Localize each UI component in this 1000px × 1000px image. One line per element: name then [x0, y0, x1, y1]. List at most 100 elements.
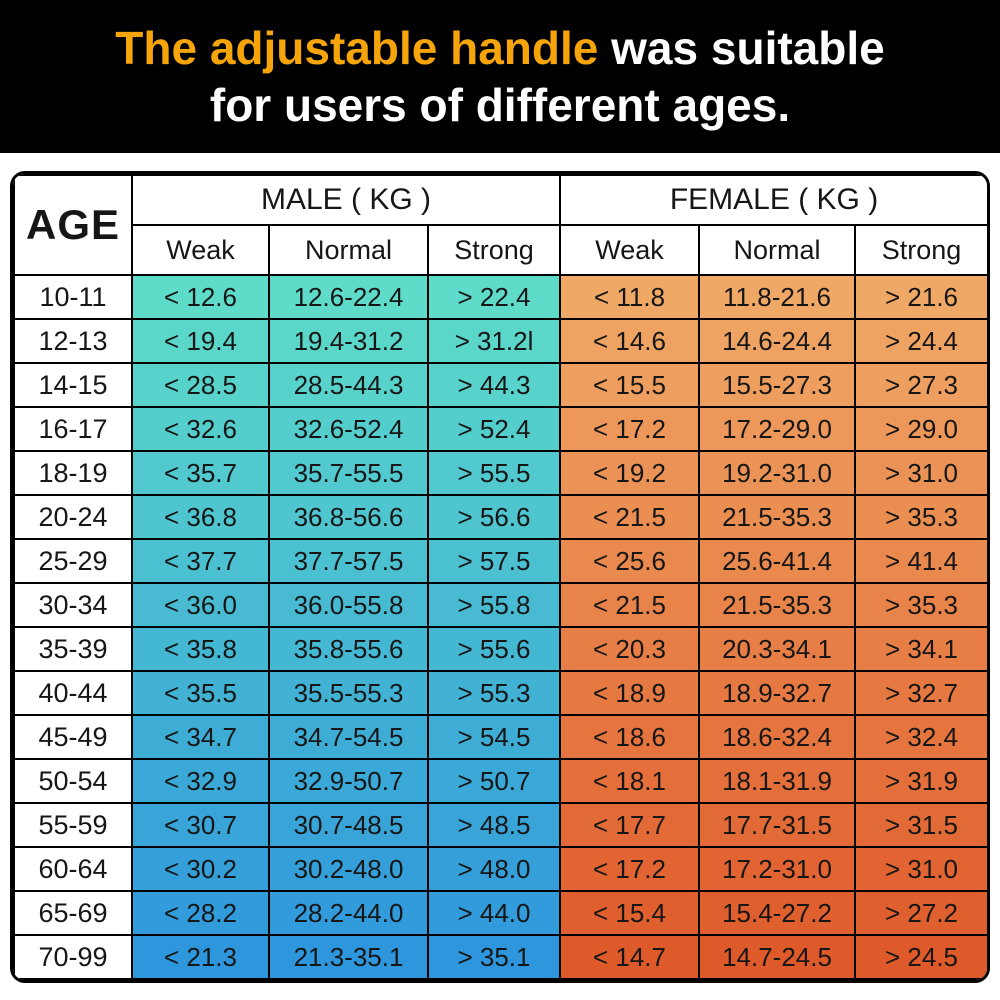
female-strong-cell: > 32.4 [853, 714, 987, 760]
male-normal-cell: 36.8-56.6 [268, 494, 429, 540]
age-cell: 65-69 [13, 890, 133, 936]
female-normal-cell: 15.5-27.3 [698, 362, 856, 408]
female-group-header: FEMALE ( KG ) [558, 174, 987, 226]
table-row: 30-34 < 36.0 36.0-55.8 > 55.8 < 21.5 21.5-35.… [13, 582, 987, 628]
male-strong-cell: > 48.0 [427, 846, 561, 892]
female-strong-cell: > 31.9 [853, 758, 987, 804]
female-weak-cell: < 17.2 [559, 846, 700, 892]
table-row: 12-13 < 19.4 19.4-31.2 > 31.2l < 14.6 14.6-24… [13, 318, 987, 364]
male-normal-cell: 12.6-22.4 [268, 274, 429, 320]
female-weak-cell: < 19.2 [559, 450, 700, 496]
male-strong-cell: > 44.3 [427, 362, 561, 408]
male-normal-cell: 35.5-55.3 [268, 670, 429, 716]
female-weak-cell: < 18.6 [559, 714, 700, 760]
age-cell: 60-64 [13, 846, 133, 892]
table-row: 10-11 < 12.6 12.6-22.4 > 22.4 < 11.8 11.8-21.… [13, 274, 987, 320]
male-normal-cell: 32.9-50.7 [268, 758, 429, 804]
female-strong-cell: > 32.7 [853, 670, 987, 716]
female-strong-cell: > 24.5 [853, 934, 987, 980]
age-cell: 10-11 [13, 274, 133, 320]
male-weak-cell: < 21.3 [131, 934, 270, 980]
female-weak-cell: < 21.5 [559, 494, 700, 540]
age-cell: 50-54 [13, 758, 133, 804]
male-normal-cell: 35.7-55.5 [268, 450, 429, 496]
female-strong-cell: > 31.0 [853, 846, 987, 892]
female-normal-header: Normal [698, 224, 856, 276]
female-weak-cell: < 17.7 [559, 802, 700, 848]
title-rest: was suitable [598, 22, 885, 75]
female-strong-cell: > 35.3 [853, 582, 987, 628]
title-line-1: The adjustable handle was suitable [115, 21, 884, 75]
table-row: 14-15 < 28.5 28.5-44.3 > 44.3 < 15.5 15.5-27.… [13, 362, 987, 408]
male-normal-cell: 28.2-44.0 [268, 890, 429, 936]
age-cell: 18-19 [13, 450, 133, 496]
age-cell: 40-44 [13, 670, 133, 716]
male-weak-cell: < 35.8 [131, 626, 270, 672]
male-strong-cell: > 31.2l [427, 318, 561, 364]
female-strong-cell: > 31.0 [853, 450, 987, 496]
male-weak-cell: < 32.9 [131, 758, 270, 804]
female-weak-cell: < 15.5 [559, 362, 700, 408]
header-row-subcolumns: Weak Normal Strong Weak Normal Strong [14, 224, 987, 276]
female-strong-header: Strong [853, 224, 987, 276]
female-normal-cell: 17.7-31.5 [698, 802, 856, 848]
table-row: 50-54 < 32.9 32.9-50.7 > 50.7 < 18.1 18.1-31.… [13, 758, 987, 804]
age-cell: 14-15 [13, 362, 133, 408]
female-strong-cell: > 34.1 [853, 626, 987, 672]
female-weak-cell: < 11.8 [559, 274, 700, 320]
age-cell: 55-59 [13, 802, 133, 848]
female-normal-cell: 18.9-32.7 [698, 670, 856, 716]
table-row: 35-39 < 35.8 35.8-55.6 > 55.6 < 20.3 20.3-34.… [13, 626, 987, 672]
female-strong-cell: > 31.5 [853, 802, 987, 848]
female-normal-cell: 17.2-29.0 [698, 406, 856, 452]
age-cell: 25-29 [13, 538, 133, 584]
male-weak-cell: < 32.6 [131, 406, 270, 452]
female-strong-cell: > 21.6 [853, 274, 987, 320]
male-strong-cell: > 55.6 [427, 626, 561, 672]
age-cell: 16-17 [13, 406, 133, 452]
male-weak-cell: < 30.7 [131, 802, 270, 848]
male-weak-cell: < 28.2 [131, 890, 270, 936]
male-weak-header: Weak [131, 224, 270, 276]
male-strong-cell: > 55.8 [427, 582, 561, 628]
female-normal-cell: 25.6-41.4 [698, 538, 856, 584]
male-strong-cell: > 22.4 [427, 274, 561, 320]
table-row: 40-44 < 35.5 35.5-55.3 > 55.3 < 18.9 18.9-32.… [13, 670, 987, 716]
male-strong-cell: > 54.5 [427, 714, 561, 760]
male-strong-cell: > 57.5 [427, 538, 561, 584]
male-weak-cell: < 36.8 [131, 494, 270, 540]
female-normal-cell: 21.5-35.3 [698, 494, 856, 540]
table-row: 55-59 < 30.7 30.7-48.5 > 48.5 < 17.7 17.7-31.… [13, 802, 987, 848]
female-strong-cell: > 41.4 [853, 538, 987, 584]
male-strong-cell: > 55.3 [427, 670, 561, 716]
male-weak-cell: < 30.2 [131, 846, 270, 892]
female-normal-cell: 18.6-32.4 [698, 714, 856, 760]
age-cell: 12-13 [13, 318, 133, 364]
female-weak-cell: < 15.4 [559, 890, 700, 936]
header-row-groups: AGE MALE ( KG ) FEMALE ( KG ) [13, 174, 987, 276]
table-row: 65-69 < 28.2 28.2-44.0 > 44.0 < 15.4 15.4-27.… [13, 890, 987, 936]
strength-table-container: AGE MALE ( KG ) FEMALE ( KG ) Weak Norma… [10, 171, 990, 983]
male-strong-cell: > 50.7 [427, 758, 561, 804]
male-weak-cell: < 12.6 [131, 274, 270, 320]
age-cell: 70-99 [13, 934, 133, 980]
table-row: 20-24 < 36.8 36.8-56.6 > 56.6 < 21.5 21.5-35.… [13, 494, 987, 540]
female-strong-cell: > 29.0 [853, 406, 987, 452]
male-normal-cell: 32.6-52.4 [268, 406, 429, 452]
title-banner: The adjustable handle was suitable for u… [0, 0, 1000, 153]
male-strong-cell: > 35.1 [427, 934, 561, 980]
table-body: 10-11 < 12.6 12.6-22.4 > 22.4 < 11.8 11.8-21.… [13, 274, 987, 980]
female-strong-cell: > 35.3 [853, 494, 987, 540]
table-row: 16-17 < 32.6 32.6-52.4 > 52.4 < 17.2 17.2-29.… [13, 406, 987, 452]
title-highlight: The adjustable handle [115, 22, 599, 75]
male-weak-cell: < 19.4 [131, 318, 270, 364]
male-normal-cell: 36.0-55.8 [268, 582, 429, 628]
male-weak-cell: < 35.5 [131, 670, 270, 716]
male-weak-cell: < 37.7 [131, 538, 270, 584]
female-weak-cell: < 14.6 [559, 318, 700, 364]
male-normal-cell: 30.7-48.5 [268, 802, 429, 848]
male-weak-cell: < 28.5 [131, 362, 270, 408]
female-normal-cell: 20.3-34.1 [698, 626, 856, 672]
female-strong-cell: > 27.2 [853, 890, 987, 936]
title-line-2: for users of different ages. [209, 78, 791, 131]
